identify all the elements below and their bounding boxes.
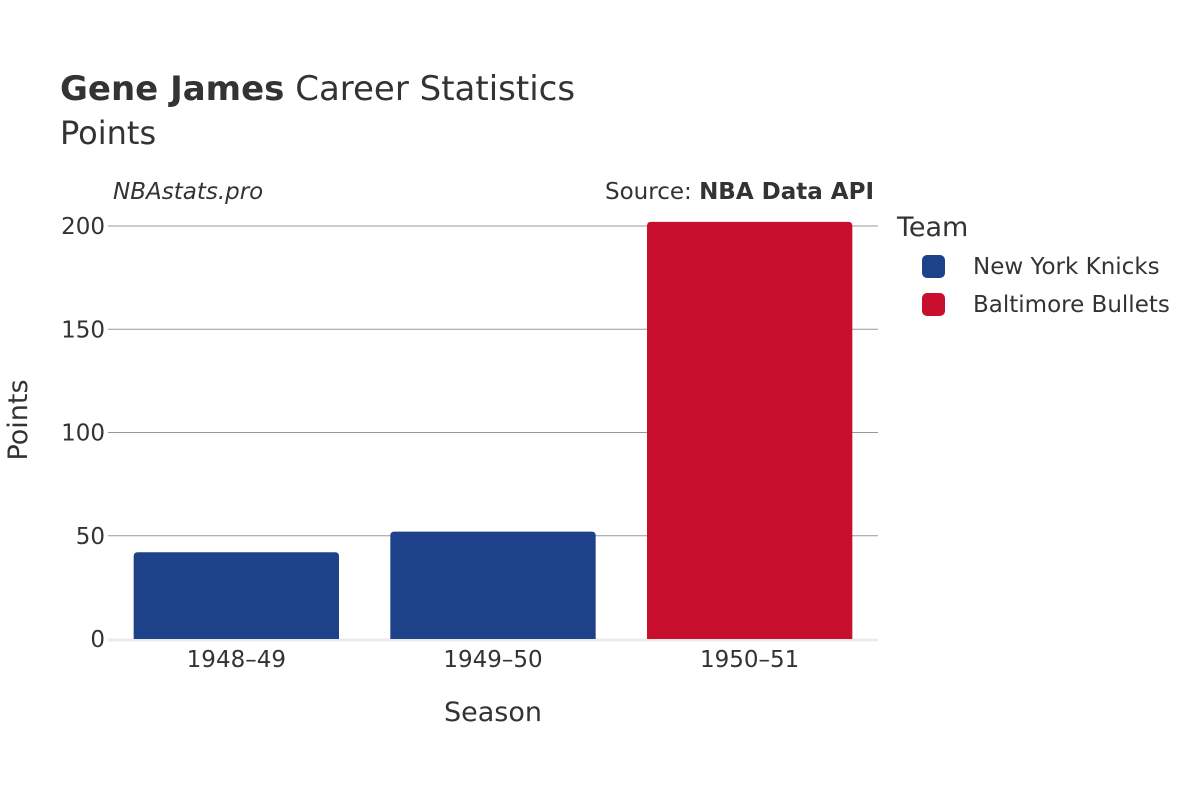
x-tick-labels: 1948–49 1949–50 1950–51 xyxy=(187,647,800,673)
bar-1948–49[interactable] xyxy=(133,552,339,639)
source-name: NBA Data API xyxy=(699,179,874,205)
legend-item-label[interactable]: Baltimore Bullets xyxy=(973,292,1170,318)
chart-subtitle: Points xyxy=(60,114,156,152)
x-axis-label: Season xyxy=(444,697,542,728)
x-tick-label: 1950–51 xyxy=(700,647,799,673)
chart-title-player: Gene James xyxy=(60,69,284,109)
legend-title: Team xyxy=(896,212,968,243)
source-prefix: Source: xyxy=(605,179,699,205)
y-tick-label: 100 xyxy=(61,421,105,447)
legend: New York Knicks Baltimore Bullets xyxy=(922,254,1170,318)
legend-item-label[interactable]: New York Knicks xyxy=(973,254,1160,280)
legend-swatch[interactable] xyxy=(922,293,945,316)
x-tick-label: 1949–50 xyxy=(443,647,542,673)
bar-1949–50[interactable] xyxy=(390,531,596,639)
bar-1950–51[interactable] xyxy=(647,221,853,639)
chart-title-rest: Career Statistics xyxy=(284,69,575,109)
x-tick-label: 1948–49 xyxy=(187,647,286,673)
y-tick-label: 200 xyxy=(61,214,105,240)
watermark: NBAstats.pro xyxy=(113,179,263,205)
y-tick-labels: 0 50 100 150 200 xyxy=(61,214,105,653)
y-tick-label: 0 xyxy=(90,627,105,653)
chart-title: Gene James Career Statistics xyxy=(60,69,575,109)
y-tick-label: 150 xyxy=(61,317,105,343)
source-label: Source: NBA Data API xyxy=(605,179,874,205)
y-axis-label: Points xyxy=(3,379,34,460)
bars xyxy=(133,221,853,639)
legend-swatch[interactable] xyxy=(922,255,945,278)
grid-lines xyxy=(108,225,878,642)
y-tick-label: 50 xyxy=(76,524,105,550)
